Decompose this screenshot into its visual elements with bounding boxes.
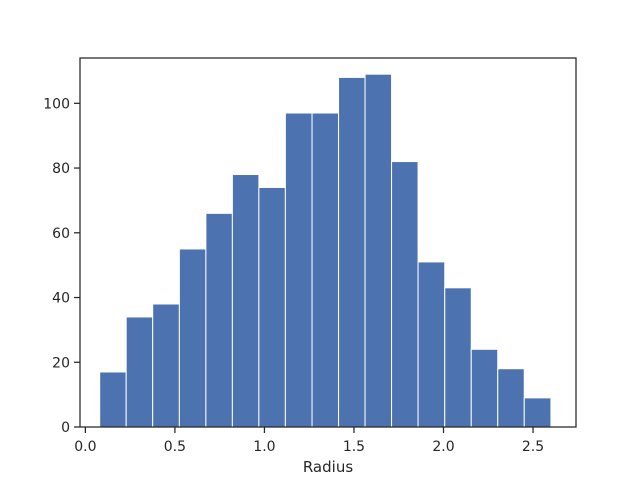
- histogram-bar: [417, 261, 446, 428]
- x-tick-label: 0.5: [164, 439, 186, 455]
- bars-group: [99, 73, 552, 428]
- histogram-bar: [152, 303, 180, 428]
- histogram-bar: [364, 73, 393, 428]
- histogram-bar: [178, 248, 207, 428]
- histogram-bar: [391, 161, 419, 428]
- y-tick-label: 40: [52, 291, 70, 307]
- x-axis-ticks: 0.0 0.5 1.0 1.5 2.0 2.5: [74, 427, 544, 455]
- y-tick-label: 20: [52, 355, 70, 371]
- x-tick-label: 1.0: [253, 439, 275, 455]
- x-axis-label: Radius: [303, 458, 353, 476]
- y-tick-label: 80: [52, 161, 70, 177]
- histogram-bar: [205, 212, 233, 428]
- histogram-bar: [99, 371, 127, 428]
- y-tick-label: 100: [43, 96, 70, 112]
- histogram-bar: [284, 112, 313, 428]
- histogram-bar: [258, 186, 286, 428]
- x-tick-label: 1.5: [343, 439, 365, 455]
- histogram-bar: [444, 287, 472, 428]
- histogram-bar: [125, 316, 154, 428]
- x-tick-label: 2.0: [432, 439, 454, 455]
- x-tick-label: 0.0: [74, 439, 96, 455]
- x-tick-label: 2.5: [522, 439, 544, 455]
- y-tick-label: 0: [61, 420, 70, 436]
- histogram-bar: [497, 368, 525, 428]
- histogram-bar: [311, 112, 340, 428]
- y-axis-ticks: 0 20 40 60 80 100: [43, 96, 80, 436]
- y-tick-label: 60: [52, 226, 70, 242]
- plot-frame: [79, 57, 577, 428]
- histogram-bar: [231, 174, 260, 428]
- histogram-bar: [523, 397, 552, 428]
- histogram-bar: [338, 76, 366, 428]
- histogram-bar: [470, 348, 499, 428]
